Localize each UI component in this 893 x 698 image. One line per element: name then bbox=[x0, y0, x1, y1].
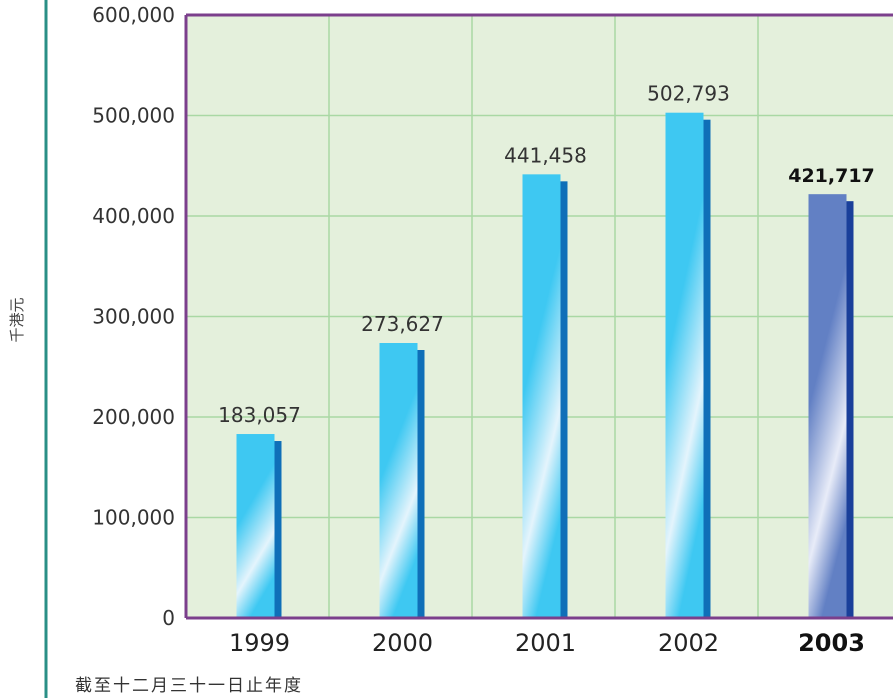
bar-2002: 502,793 bbox=[647, 82, 730, 619]
bars: 183,057 273,627 441,458 502,793 421,717 bbox=[218, 82, 875, 619]
x-tick-label: 1999 bbox=[229, 629, 290, 657]
bar bbox=[236, 434, 275, 618]
bar-2001: 441,458 bbox=[504, 143, 587, 618]
x-tick-label: 2002 bbox=[658, 629, 719, 657]
data-label: 421,717 bbox=[788, 165, 875, 187]
x-tick-label: 2001 bbox=[515, 629, 576, 657]
bar bbox=[522, 174, 561, 618]
x-tick-label: 2000 bbox=[372, 629, 433, 657]
data-label: 502,793 bbox=[647, 82, 730, 106]
y-tick-label: 100,000 bbox=[92, 506, 175, 530]
y-ticks: 0 100,000 200,000 300,000 400,000 500,000 600,… bbox=[92, 3, 175, 630]
bar-shadow bbox=[703, 119, 711, 619]
data-label: 183,057 bbox=[218, 403, 301, 427]
bar-2003: 421,717 bbox=[788, 165, 875, 618]
bar-shadow bbox=[560, 181, 568, 618]
plot-frame bbox=[184, 13, 893, 620]
x-axis-label: 截至十二月三十一日止年度 bbox=[75, 676, 303, 696]
y-tick-label: 0 bbox=[162, 606, 175, 630]
data-label: 273,627 bbox=[361, 312, 444, 336]
y-tick-label: 400,000 bbox=[92, 204, 175, 228]
bar bbox=[665, 112, 704, 619]
bar-shadow bbox=[846, 201, 854, 618]
bar bbox=[808, 194, 847, 618]
x-ticks: 1999 2000 2001 2002 2003 bbox=[229, 629, 865, 657]
bar-shadow bbox=[274, 441, 282, 618]
y-tick-label: 300,000 bbox=[92, 305, 175, 329]
bar-1999: 183,057 bbox=[218, 403, 301, 618]
bar-shadow bbox=[417, 350, 425, 618]
bar-2000: 273,627 bbox=[361, 312, 444, 618]
data-label: 441,458 bbox=[504, 143, 587, 167]
x-tick-label: 2003 bbox=[798, 629, 865, 657]
y-tick-label: 200,000 bbox=[92, 405, 175, 429]
y-tick-label: 600,000 bbox=[92, 3, 175, 27]
y-axis-label: 千港元 bbox=[8, 297, 26, 342]
bar bbox=[379, 343, 418, 618]
y-tick-label: 500,000 bbox=[92, 104, 175, 128]
